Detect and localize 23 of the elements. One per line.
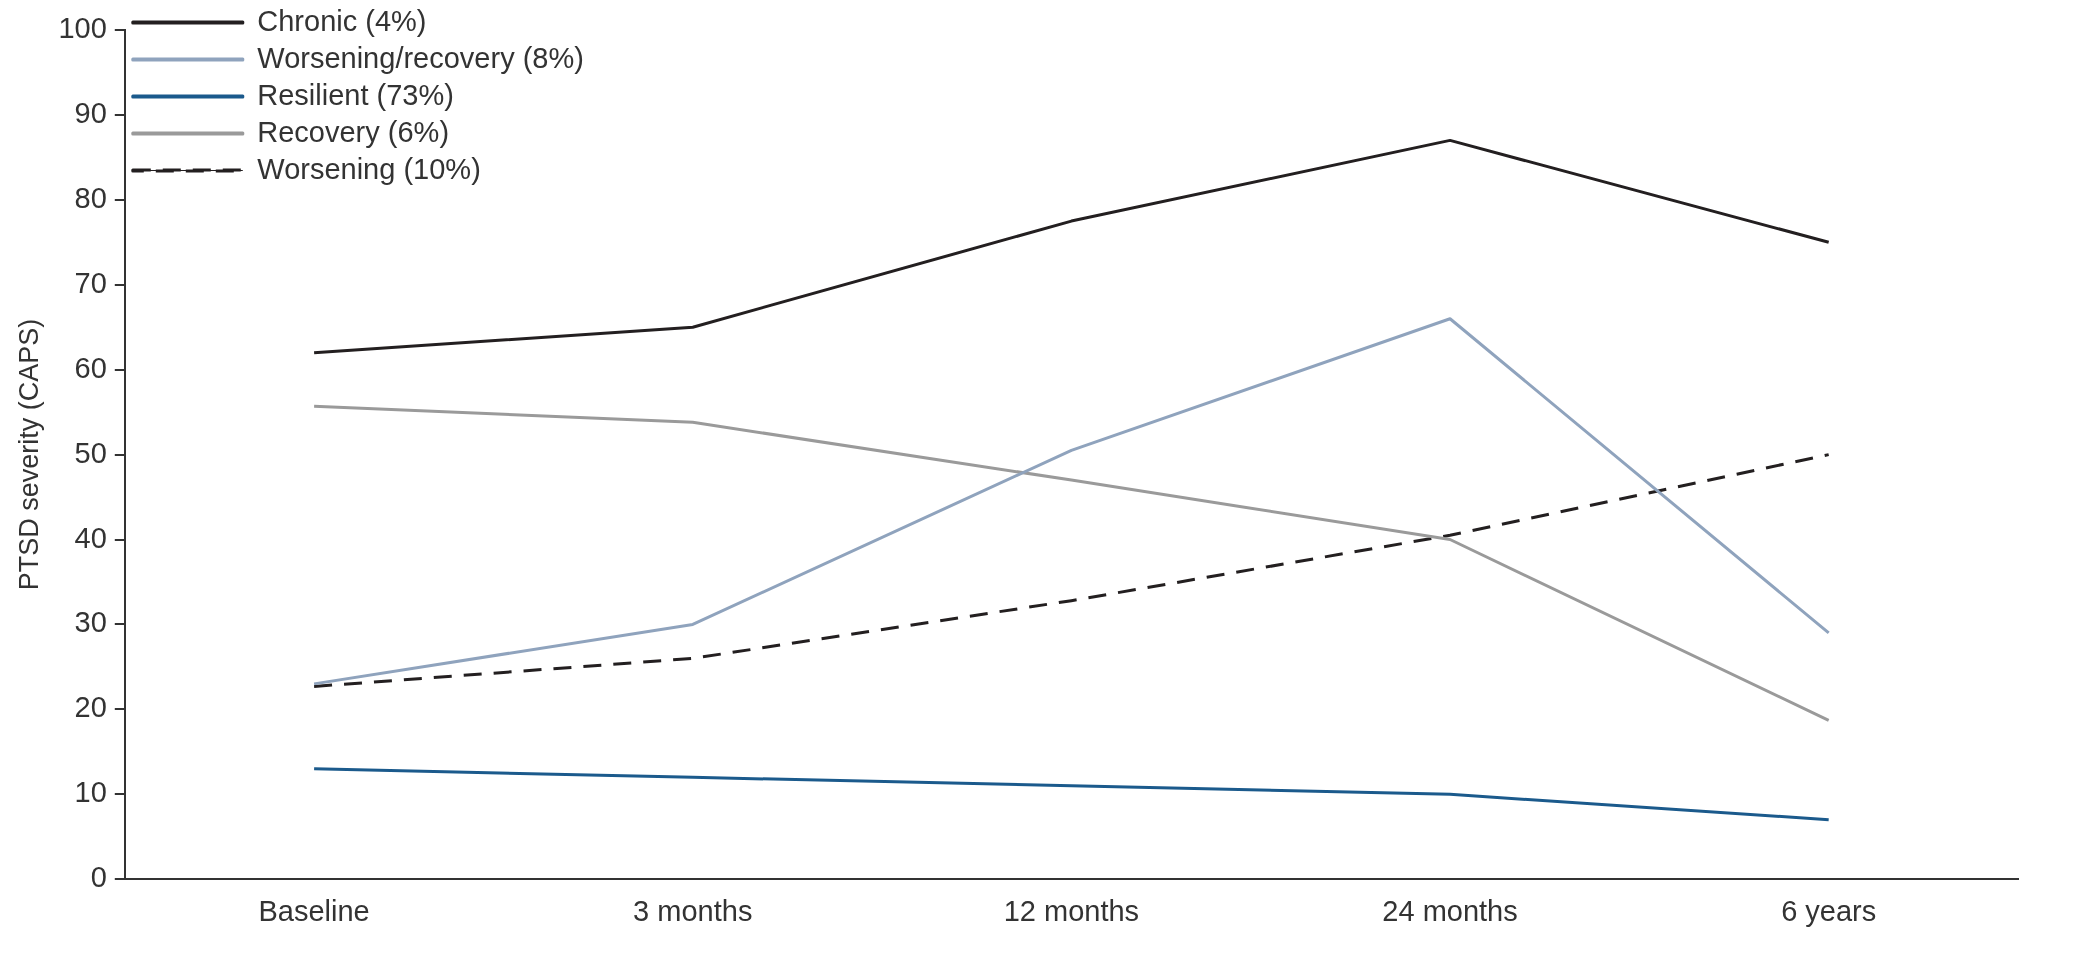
x-tick-label: 6 years: [1781, 894, 1877, 927]
y-tick-label: 70: [74, 266, 107, 299]
y-tick-label: 90: [74, 96, 107, 129]
y-tick-label: 60: [74, 351, 107, 384]
x-tick-label: 3 months: [633, 894, 753, 927]
y-tick-label: 20: [74, 691, 107, 724]
y-tick-label: 100: [58, 12, 107, 44]
y-axis-title: PTSD severity (CAPS): [13, 318, 44, 591]
x-tick-label: 12 months: [1003, 894, 1140, 927]
legend-label: Resilient (73%): [257, 78, 454, 111]
legend-label: Worsening/recovery (8%): [257, 41, 584, 74]
y-tick-label: 80: [74, 181, 107, 214]
legend-label: Chronic (4%): [257, 4, 427, 37]
line-series: [312, 453, 1831, 688]
x-tick-label: 24 months: [1382, 894, 1518, 927]
y-tick-label: 50: [74, 436, 107, 469]
legend-label: Worsening (10%): [257, 152, 481, 185]
y-tick-label: 40: [74, 521, 107, 554]
y-tick-label: 30: [74, 606, 107, 639]
y-tick-label: 10: [74, 776, 107, 809]
x-tick-label: Baseline: [258, 894, 370, 927]
legend-label: Recovery (6%): [257, 115, 450, 148]
y-tick-label: 0: [90, 861, 107, 894]
